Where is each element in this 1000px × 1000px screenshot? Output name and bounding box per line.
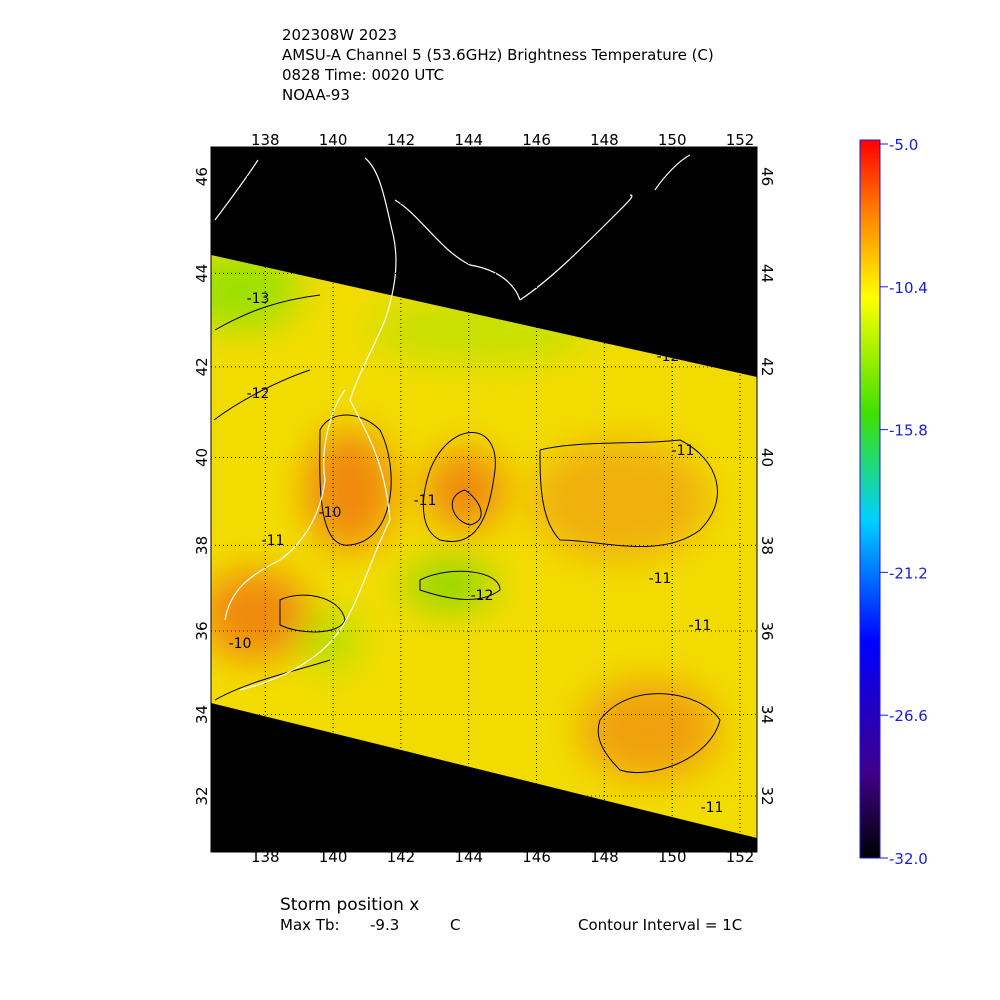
lon-label: 142 (387, 848, 416, 866)
colorbar-label: -10.4 (889, 279, 928, 297)
map-frame (210, 146, 758, 853)
lon-label: 148 (590, 848, 619, 866)
header: 202308W 2023 AMSU-A Channel 5 (53.6GHz) B… (282, 26, 714, 104)
lat-label: 32 (758, 786, 776, 805)
contour-label: -10 (319, 505, 342, 521)
lon-label: 144 (454, 848, 483, 866)
colorbar-label: -5.0 (889, 136, 918, 154)
lat-label: 36 (758, 621, 776, 640)
contour-interval: Contour Interval = 1C (578, 916, 742, 934)
contour-label: -12 (247, 386, 270, 402)
lat-label: 42 (758, 357, 776, 376)
lon-label: 138 (251, 848, 280, 866)
contour-label: -11 (672, 443, 695, 459)
lat-label: 46 (758, 167, 776, 186)
contour-label: -11 (649, 571, 672, 587)
lat-label: 34 (193, 705, 211, 724)
lat-label: 34 (758, 705, 776, 724)
colorbar-label: -15.8 (889, 422, 928, 440)
lon-label: 140 (319, 848, 348, 866)
lon-label: 152 (726, 131, 755, 149)
footer: Storm position x Max Tb: -9.3 C Contour … (280, 895, 742, 934)
lat-label: 42 (193, 357, 211, 376)
lon-label: 146 (522, 131, 551, 149)
lon-label: 152 (726, 848, 755, 866)
max-tb-value: -9.3 (370, 916, 399, 934)
lon-label: 148 (590, 131, 619, 149)
lat-label: 44 (758, 264, 776, 283)
contour-label: -11 (262, 533, 285, 549)
title-line: NOAA-93 (282, 86, 350, 104)
contour-label: -12 (471, 588, 494, 604)
title-line: 0828 Time: 0020 UTC (282, 66, 444, 84)
contour-label: -11 (689, 618, 712, 634)
lat-label: 40 (193, 448, 211, 467)
contour-label: -11 (701, 800, 724, 816)
contour-label: -12 (657, 349, 680, 365)
lon-label: 142 (387, 131, 416, 149)
contour-label: -10 (229, 636, 252, 652)
lon-label: 144 (454, 131, 483, 149)
colorbar-label: -32.0 (889, 850, 928, 868)
colorbar-label: -21.2 (889, 564, 928, 582)
lat-label: 38 (193, 536, 211, 555)
lon-label: 150 (658, 131, 687, 149)
lat-label: 40 (758, 448, 776, 467)
lat-label: 36 (193, 621, 211, 640)
contour-label: -13 (247, 291, 270, 307)
colorbar (859, 139, 881, 859)
lon-label: 140 (319, 131, 348, 149)
title-line: AMSU-A Channel 5 (53.6GHz) Brightness Te… (282, 46, 714, 64)
lat-label: 44 (193, 264, 211, 283)
max-tb-unit: C (450, 916, 460, 934)
title-line: 202308W 2023 (282, 26, 397, 44)
lon-label: 146 (522, 848, 551, 866)
contour-label: -11 (414, 493, 437, 509)
lat-label: 38 (758, 536, 776, 555)
lat-label: 32 (193, 786, 211, 805)
lon-label: 138 (251, 131, 280, 149)
lat-label: 46 (193, 167, 211, 186)
max-tb-label: Max Tb: (280, 916, 340, 934)
storm-position: Storm position x (280, 895, 419, 915)
colorbar-label: -26.6 (889, 707, 928, 725)
lon-label: 150 (658, 848, 687, 866)
map: 138 138 140 140 142 142 144 144 146 146 148 148 150 1… (193, 131, 776, 866)
